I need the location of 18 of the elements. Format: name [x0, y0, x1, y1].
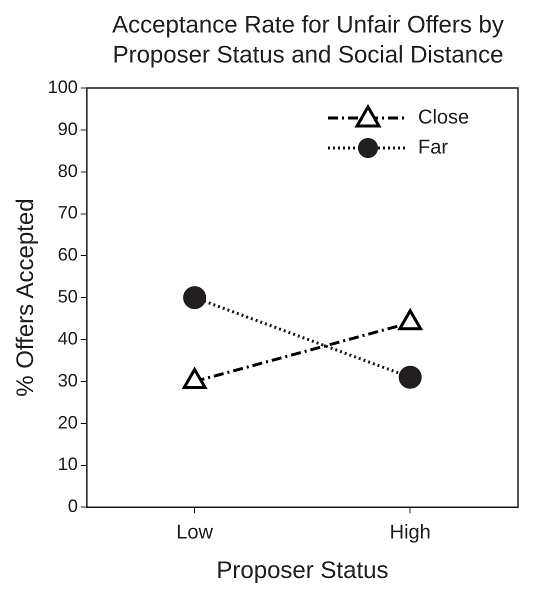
- y-tick-label: 0: [68, 496, 78, 516]
- x-tick-label: High: [390, 522, 431, 544]
- x-tick-label: Low: [176, 522, 214, 544]
- y-tick-label: 30: [58, 370, 78, 390]
- y-tick-label: 80: [58, 160, 78, 181]
- y-tick-label: 90: [58, 118, 78, 139]
- y-tick-label: 20: [58, 412, 78, 432]
- x-axis-title: Proposer Status: [216, 557, 388, 584]
- chart-title: Acceptance Rate for Unfair Offers by Proposer Status and Social Distance: [112, 12, 504, 69]
- y-tick-label: 100: [48, 76, 78, 97]
- y-tick-label: 60: [58, 244, 78, 265]
- legend-label: Close: [418, 106, 470, 129]
- y-tick-label: 10: [58, 454, 78, 474]
- y-tick-label: 40: [58, 328, 78, 348]
- y-tick-label: 50: [58, 286, 78, 307]
- y-tick-label: 70: [58, 202, 78, 223]
- legend-label: Far: [418, 136, 448, 159]
- y-axis-title: % Offers Accepted: [12, 198, 40, 397]
